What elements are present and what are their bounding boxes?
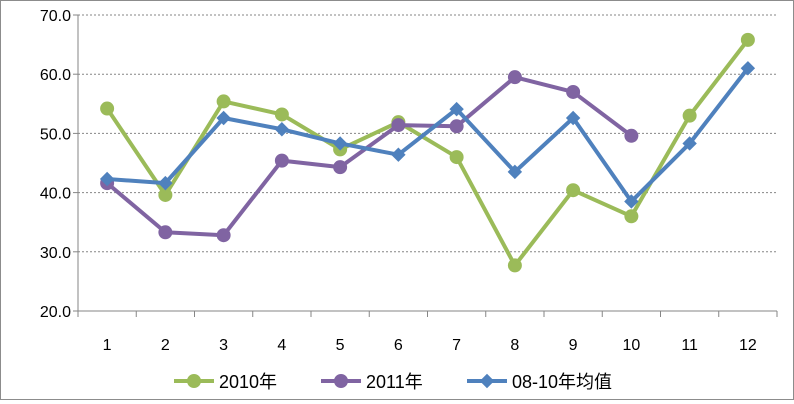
legend: 2010年 2011年 08-10年均值 xyxy=(174,372,612,392)
legend-marker xyxy=(479,373,495,389)
legend-label: 2010年 xyxy=(219,372,277,392)
x-tick-label: 6 xyxy=(394,337,403,354)
legend-label: 2011年 xyxy=(366,372,423,392)
series-line xyxy=(105,66,750,204)
legend-marker xyxy=(187,374,201,388)
data-point xyxy=(740,32,755,47)
data-point xyxy=(274,153,289,168)
x-tick-label: 4 xyxy=(277,337,286,354)
data-point xyxy=(216,94,231,109)
data-point xyxy=(624,194,639,209)
data-point xyxy=(449,119,464,134)
series-1 xyxy=(100,70,639,243)
data-point xyxy=(507,258,522,273)
data-point xyxy=(740,61,756,76)
y-tick-label: 70.0 xyxy=(40,8,71,25)
data-point xyxy=(565,110,581,126)
y-tick-label: 30.0 xyxy=(40,245,71,262)
axes: 20.030.040.050.060.070.01 2 3 4 5 6 7 8 9 10 11 12 xyxy=(40,8,778,354)
series-0 xyxy=(100,32,755,273)
x-tick-label: 12 xyxy=(739,337,757,354)
series-line xyxy=(105,37,750,268)
data-point xyxy=(682,108,697,123)
data-point xyxy=(682,136,697,151)
data-point xyxy=(566,183,581,198)
data-point xyxy=(274,122,290,137)
data-point xyxy=(566,84,581,99)
x-tick-label: 3 xyxy=(219,337,228,354)
x-tick-label: 10 xyxy=(622,337,640,354)
series-2 xyxy=(99,61,756,209)
series-lines xyxy=(99,32,756,273)
x-tick-label: 8 xyxy=(510,337,519,354)
y-tick-label: 50.0 xyxy=(40,126,71,143)
x-tick-label: 5 xyxy=(336,337,345,354)
legend-label: 08-10年均值 xyxy=(512,372,612,392)
x-tick-label: 11 xyxy=(681,337,698,354)
data-point xyxy=(158,187,173,202)
legend-item-0: 2010年 xyxy=(174,372,277,392)
data-point xyxy=(449,101,464,117)
y-tick-label: 20.0 xyxy=(40,304,71,321)
x-tick-label: 9 xyxy=(569,337,578,354)
data-point xyxy=(274,107,289,122)
data-point xyxy=(624,209,639,224)
data-point xyxy=(158,175,173,191)
data-point xyxy=(449,150,464,165)
legend-item-2: 08-10年均值 xyxy=(467,372,612,392)
x-tick-label: 2 xyxy=(161,337,170,354)
series-line xyxy=(105,75,634,238)
data-point xyxy=(624,128,639,143)
data-point xyxy=(332,136,348,151)
x-tick-label: 1 xyxy=(103,337,112,354)
data-point xyxy=(216,110,231,126)
data-point xyxy=(333,160,348,175)
y-tick-label: 60.0 xyxy=(40,67,71,84)
data-point xyxy=(158,225,173,240)
data-point xyxy=(100,101,115,116)
data-point xyxy=(99,171,115,187)
data-point xyxy=(507,164,523,180)
x-tick-label: 7 xyxy=(452,337,461,354)
data-point xyxy=(391,147,406,162)
y-tick-label: 40.0 xyxy=(40,186,71,203)
legend-item-1: 2011年 xyxy=(321,372,423,392)
data-point xyxy=(216,228,231,243)
legend-marker xyxy=(334,374,348,388)
data-point xyxy=(391,118,406,133)
data-point xyxy=(507,70,522,85)
